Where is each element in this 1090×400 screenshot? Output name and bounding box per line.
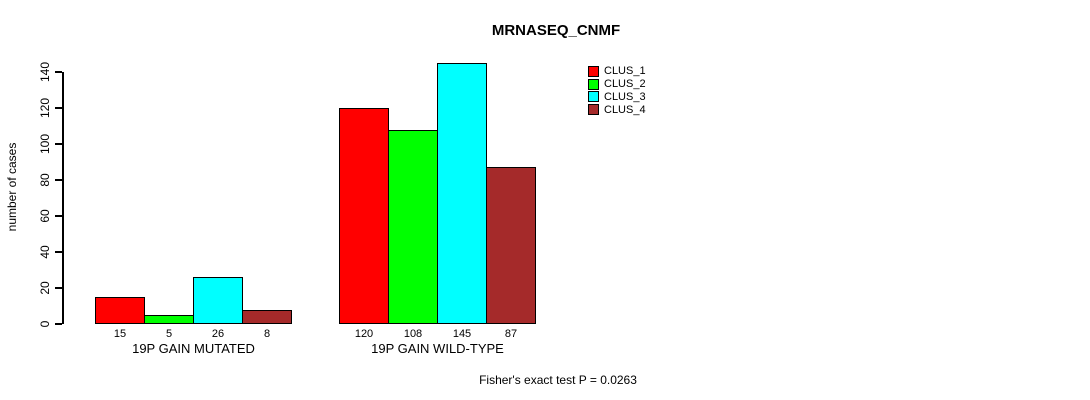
y-tick-label: 140 <box>38 61 52 83</box>
legend-row: CLUS_1 <box>588 65 646 78</box>
y-tick <box>55 179 62 181</box>
y-tick <box>55 215 62 217</box>
y-tick-label: 120 <box>38 97 52 119</box>
y-tick <box>55 251 62 253</box>
bar-clus_1-group1 <box>95 297 145 324</box>
y-tick-label: 100 <box>38 133 52 155</box>
y-axis-title: number of cases <box>5 142 19 232</box>
legend-row: CLUS_3 <box>588 91 646 104</box>
y-tick-label: 0 <box>38 320 52 328</box>
group-label: 19P GAIN MUTATED <box>132 341 255 356</box>
bar-value-label: 145 <box>452 328 472 340</box>
y-tick <box>55 107 62 109</box>
bar-value-label: 108 <box>403 328 423 340</box>
bar-clus_4-group1 <box>242 310 292 324</box>
legend-row: CLUS_2 <box>588 78 646 91</box>
bar-value-label: 5 <box>165 328 173 340</box>
legend-swatch-clus_1 <box>588 65 599 77</box>
y-tick-label: 40 <box>38 245 52 259</box>
legend: CLUS_1 CLUS_2 CLUS_3 CLUS_4 <box>588 65 646 116</box>
y-tick-label: 20 <box>38 281 52 295</box>
bar-clus_3-group1 <box>193 277 243 324</box>
legend-swatch-clus_2 <box>588 78 599 90</box>
group-label: 19P GAIN WILD-TYPE <box>371 341 504 356</box>
bar-clus_2-group1 <box>144 315 194 324</box>
chart-title: MRNASEQ_CNMF <box>491 22 621 39</box>
bar-value-label: 87 <box>504 328 518 340</box>
bar-value-label: 15 <box>113 328 127 340</box>
legend-row: CLUS_4 <box>588 103 646 116</box>
legend-swatch-clus_4 <box>588 104 599 116</box>
legend-swatch-clus_3 <box>588 91 599 103</box>
bar-clus_4-group2 <box>486 167 536 324</box>
y-tick <box>55 323 62 325</box>
legend-label: CLUS_2 <box>604 78 646 91</box>
y-tick <box>55 143 62 145</box>
stat-annotation: Fisher's exact test P = 0.0263 <box>479 373 637 387</box>
bar-value-label: 26 <box>211 328 225 340</box>
legend-label: CLUS_1 <box>604 65 646 78</box>
bar-clus_1-group2 <box>339 108 389 324</box>
y-tick-label: 80 <box>38 173 52 187</box>
bar-clus_3-group2 <box>437 63 487 324</box>
bar-clus_2-group2 <box>388 130 438 324</box>
y-tick <box>55 71 62 73</box>
bar-value-label: 120 <box>354 328 374 340</box>
bar-value-label: 8 <box>263 328 271 340</box>
y-tick-label: 60 <box>38 209 52 223</box>
legend-label: CLUS_3 <box>604 90 646 103</box>
y-tick <box>55 287 62 289</box>
y-axis-line <box>62 72 64 324</box>
legend-label: CLUS_4 <box>604 103 646 116</box>
